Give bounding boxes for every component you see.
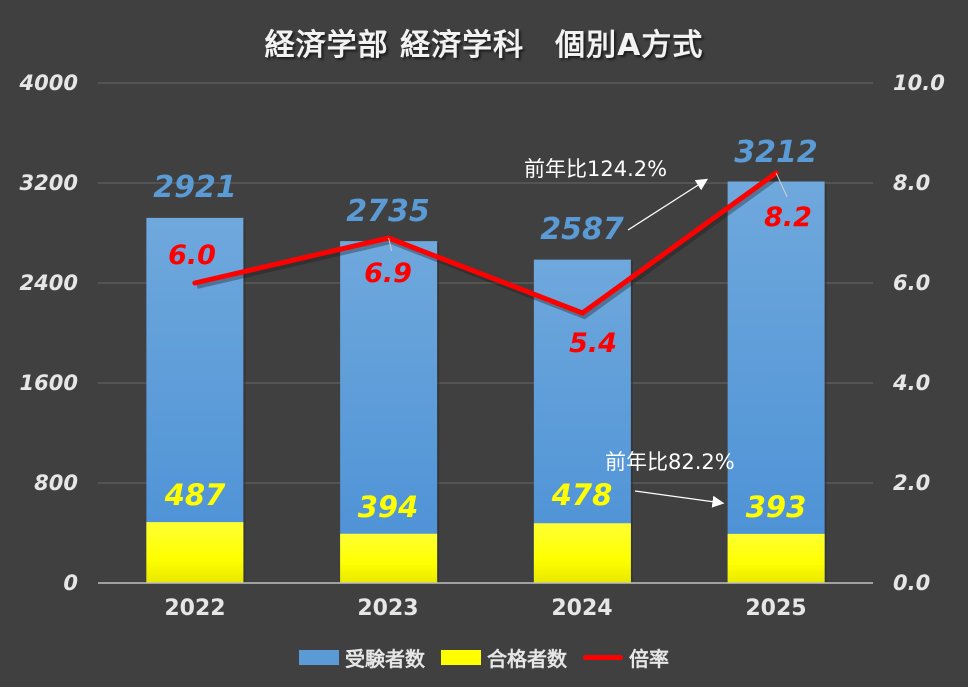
bar-passed [533, 523, 631, 583]
annotation-applicants-yoy: 前年比124.2% [524, 157, 668, 181]
y-right-tick: 8.0 [893, 171, 931, 195]
legend-label: 受験者数 [345, 647, 425, 671]
chart-title: 経済学部 経済学科 個別A方式 [264, 28, 704, 63]
legend-label: 合格者数 [487, 647, 567, 671]
y-left-tick: 2400 [19, 271, 78, 295]
ratio-label: 6.0 [168, 240, 216, 271]
passed-label: 478 [551, 478, 613, 512]
total-label: 3212 [734, 135, 818, 170]
bar-applicants [340, 241, 438, 583]
ratio-label: 8.2 [764, 202, 812, 233]
annotation-arrows [388, 172, 788, 508]
x-tick: 2023 [357, 596, 419, 621]
legend: 受験者数 合格者数 倍率 [0, 643, 968, 672]
y-left-tick: 1600 [19, 371, 78, 395]
y-right-tick: 10.0 [893, 71, 945, 95]
legend-swatch-blue [299, 650, 339, 665]
bar-applicants [727, 181, 825, 583]
y-left-tick: 3200 [19, 171, 78, 195]
bar-passed [340, 533, 438, 583]
ratio-label: 6.9 [364, 258, 412, 289]
legend-swatch-yellow [441, 650, 481, 665]
y-right-tick: 0.0 [893, 571, 931, 595]
legend-item-passed: 合格者数 [441, 643, 567, 672]
annotation-passed-yoy: 前年比82.2% [605, 450, 735, 474]
passed-label: 393 [745, 490, 807, 524]
x-tick: 2024 [551, 596, 613, 621]
ratio-label: 5.4 [569, 328, 617, 359]
legend-label: 倍率 [629, 647, 669, 671]
y-right-tick: 4.0 [893, 371, 931, 395]
legend-item-ratio: 倍率 [583, 643, 669, 672]
y-left-tick: 4000 [19, 71, 78, 95]
bar-passed [727, 533, 825, 583]
x-tick: 2025 [745, 596, 807, 621]
ratio-line [192, 170, 780, 320]
total-label: 2735 [346, 194, 430, 229]
x-tick: 2022 [164, 596, 226, 621]
passed-label: 394 [357, 490, 419, 524]
total-label: 2921 [153, 170, 237, 205]
y-left-tick: 800 [34, 471, 78, 495]
bar-passed [146, 522, 244, 583]
legend-swatch-red-line [583, 655, 623, 660]
legend-item-applicants: 受験者数 [299, 643, 425, 672]
y-right-tick: 6.0 [893, 271, 931, 295]
total-label: 2587 [540, 212, 624, 247]
y-right-tick: 2.0 [893, 471, 931, 495]
y-left-tick: 0 [63, 571, 78, 595]
bars-passed [146, 522, 825, 583]
passed-label: 487 [164, 478, 226, 512]
